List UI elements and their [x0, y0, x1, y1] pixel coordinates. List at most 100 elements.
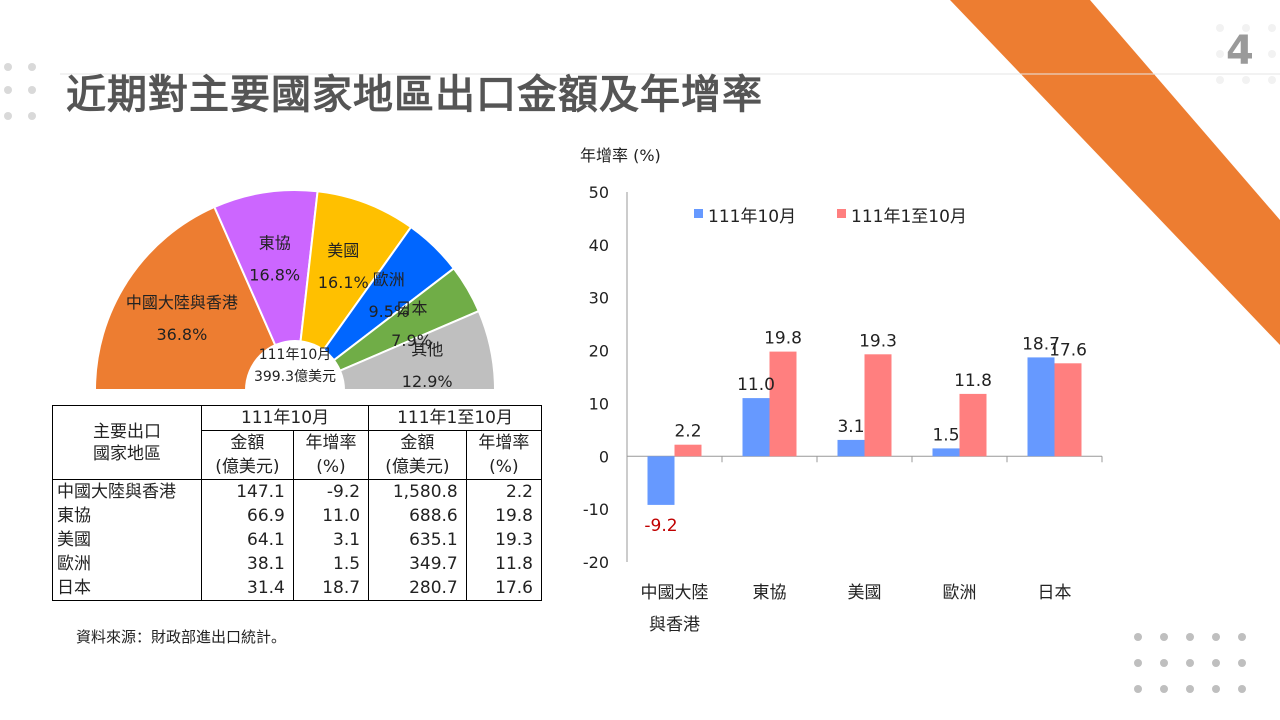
- decor-dot: [1160, 685, 1168, 693]
- table-cell-amount: 31.4: [201, 576, 294, 601]
- x-category-label: 美國: [848, 583, 882, 603]
- x-category-label: 中國大陸: [641, 583, 709, 603]
- decor-dot: [1186, 685, 1194, 693]
- decor-dot: [1216, 76, 1224, 84]
- table-growth-unit: (%): [465, 455, 543, 480]
- y-axis-title: 年增率 (%): [580, 146, 661, 165]
- bar: [959, 393, 987, 457]
- pie-slice-label: 日本: [395, 299, 427, 318]
- decor-dot: [4, 63, 12, 71]
- table-amount-header: 金額: [368, 430, 467, 455]
- table-cell-amount: 147.1: [201, 479, 294, 504]
- decor-dot: [4, 86, 12, 94]
- bar-value-label: 17.6: [1049, 340, 1087, 360]
- table-row: 日本 31.4 18.7 280.7 17.6: [52, 576, 543, 601]
- table-amount-unit: (億美元): [368, 455, 467, 480]
- table-cell-region: 中國大陸與香港: [52, 479, 202, 504]
- decor-dot: [1268, 50, 1276, 58]
- decor-dot: [1268, 24, 1276, 32]
- table-cell-growth: 17.6: [465, 576, 543, 601]
- pie-slice-label: 東協: [259, 234, 291, 253]
- pie-slice: [213, 189, 319, 394]
- pie-slice-percent: 16.1%: [318, 273, 369, 292]
- table-cell-region: 美國: [52, 528, 202, 552]
- decor-dot: [1242, 76, 1250, 84]
- bar-value-label: 11.0: [737, 375, 775, 395]
- y-tick-label: 30: [589, 289, 609, 308]
- x-category-label: 日本: [1038, 583, 1072, 603]
- table-cell-growth: 19.3: [465, 528, 543, 552]
- dot-grid-bottom-right: [1134, 633, 1246, 693]
- table-cell-growth: 3.1: [292, 528, 370, 552]
- pie-slice: [93, 205, 297, 391]
- bar: [837, 439, 865, 457]
- bar-value-label: 3.1: [837, 417, 864, 437]
- table-growth-header: 年增率: [292, 430, 370, 455]
- table-cell-amount: 38.1: [201, 552, 294, 576]
- pie-slice-label: 歐洲: [373, 270, 405, 289]
- source-note: 資料來源：財政部進出口統計。: [76, 628, 287, 646]
- table-cell-amount: 66.9: [201, 504, 294, 528]
- legend-swatch: [837, 209, 846, 218]
- table-row: 歐洲 38.1 1.5 349.7 11.8: [52, 552, 543, 576]
- decor-dot: [1216, 24, 1224, 32]
- table-cell-amount: 64.1: [201, 528, 294, 552]
- x-category-label: 與香港: [649, 615, 700, 635]
- bar: [864, 354, 892, 457]
- growth-rate-bar-chart: 年增率 (%) -20 -10 0 10 20 30 40 50 -9.2 2.2 11.0 19.…: [580, 146, 1103, 635]
- y-tick-label: 40: [589, 236, 609, 255]
- y-tick-label: 10: [589, 394, 609, 413]
- decor-dot: [1186, 659, 1194, 667]
- pie-slice-percent: 12.9%: [402, 372, 453, 391]
- dot-grid-top-left: [4, 63, 36, 120]
- decor-dot: [1134, 685, 1142, 693]
- bar-value-label: 19.8: [764, 329, 802, 349]
- pie-center-hole: [245, 340, 345, 400]
- decor-dot: [1216, 50, 1224, 58]
- pie-slice-label: 其他: [411, 340, 443, 359]
- table-cell-region: 東協: [52, 504, 202, 528]
- y-tick-label: -10: [583, 500, 609, 519]
- table-row: 東協 66.9 11.0 688.6 19.8: [52, 504, 543, 528]
- decor-dot: [1134, 633, 1142, 641]
- table-amount-unit: (億美元): [201, 455, 294, 480]
- table-period-2-header: 111年1至10月: [368, 405, 542, 431]
- accent-stripe: [950, 0, 1280, 345]
- y-tick-label: 20: [589, 342, 609, 361]
- bar-value-label: -9.2: [644, 516, 677, 536]
- bar: [742, 398, 770, 457]
- dot-grid-top-right: [1216, 24, 1276, 84]
- table-cell-growth: -9.2: [292, 479, 370, 504]
- bar: [1054, 363, 1082, 457]
- table-cell-amount: 349.7: [368, 552, 467, 576]
- pie-slice-percent: 9.5%: [368, 302, 409, 321]
- table-cell-growth: 19.8: [465, 504, 543, 528]
- decor-dot: [1186, 633, 1194, 641]
- table-cell-amount: 280.7: [368, 576, 467, 601]
- y-tick-label: 50: [589, 183, 609, 202]
- decor-dot: [1268, 76, 1276, 84]
- bar: [1027, 357, 1055, 457]
- decor-dot: [1238, 659, 1246, 667]
- pie-slice-percent: 16.8%: [249, 266, 300, 285]
- export-data-table: 主要出口 國家地區 111年10月 111年1至10月 金額 年增率 金額 年增率…: [52, 405, 543, 601]
- decor-dot: [28, 112, 36, 120]
- table-cell-region: 日本: [52, 576, 202, 601]
- slide-title: 近期對主要國家地區出口金額及年增率: [66, 72, 763, 118]
- decor-dot: [28, 63, 36, 71]
- decor-dot: [4, 112, 12, 120]
- pie-slice: [294, 309, 497, 391]
- decor-dot: [1238, 633, 1246, 641]
- bar-value-label: 18.7: [1022, 334, 1060, 354]
- bar-value-label: 11.8: [954, 371, 992, 391]
- legend-swatch: [694, 209, 703, 218]
- table-cell-amount: 688.6: [368, 504, 467, 528]
- table-growth-unit: (%): [292, 455, 370, 480]
- bar-value-label: 1.5: [932, 425, 959, 445]
- pie-slice-label: 美國: [327, 241, 359, 260]
- pie-slice: [293, 190, 413, 394]
- pie-slice-percent: 7.9%: [391, 331, 432, 350]
- bar: [932, 448, 960, 457]
- legend-label: 111年10月: [708, 207, 796, 227]
